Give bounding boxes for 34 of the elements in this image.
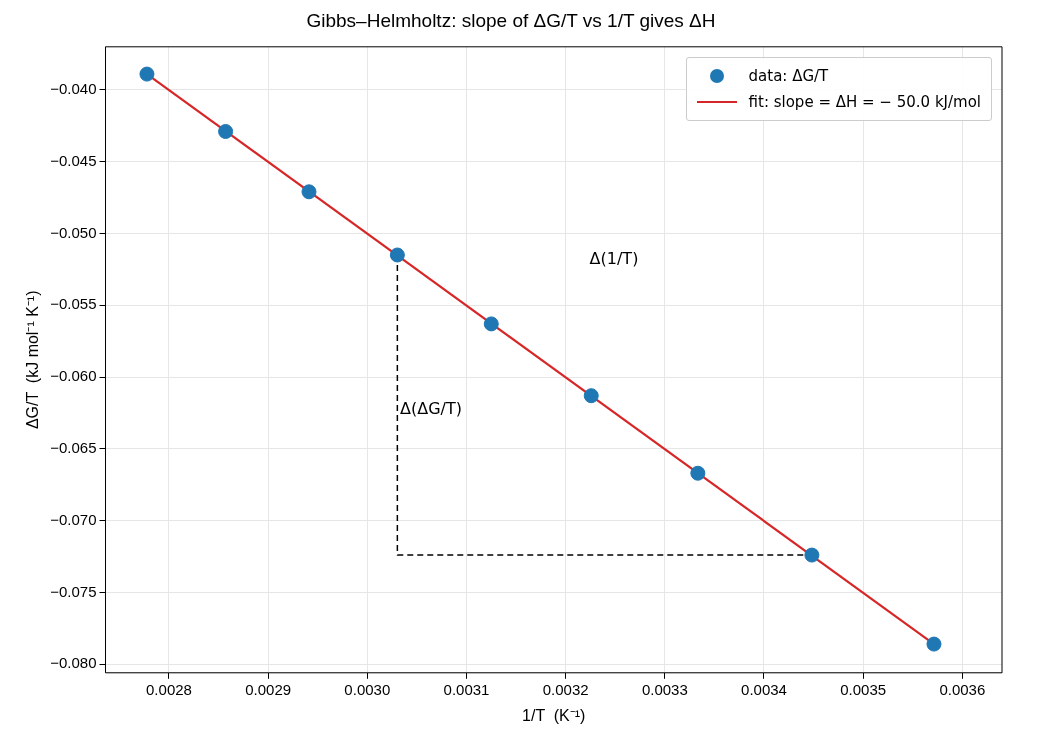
legend-label: fit: slope = ΔH = − 50.0 kJ/mol — [748, 92, 981, 111]
y-axis-title: ΔG/T (kJ mol⁻¹ K⁻¹) — [24, 290, 42, 430]
annotation: Δ(1/T) — [589, 248, 639, 268]
y-tick-label: −0.070 — [50, 510, 97, 528]
point — [301, 184, 317, 200]
point — [583, 388, 599, 404]
x-axis-title: 1/T (K⁻¹) — [522, 706, 586, 724]
x-tick-label: 0.0031 — [443, 680, 490, 698]
x-tick-label: 0.0036 — [939, 680, 986, 698]
point — [139, 66, 155, 82]
y-tick-label: −0.065 — [50, 438, 97, 456]
point — [690, 465, 706, 481]
y-tick-label: −0.050 — [50, 223, 97, 241]
x-tick-label: 0.0032 — [542, 680, 589, 698]
chart-title: Gibbs–Helmholtz: slope of ΔG/T vs 1/T gives ΔH — [306, 9, 716, 31]
x-tick-label: 0.0028 — [146, 680, 192, 698]
point — [218, 124, 234, 140]
y-tick-label: −0.075 — [50, 582, 97, 600]
x-tick-label: 0.0034 — [741, 680, 787, 698]
x-tick-label: 0.0029 — [245, 680, 292, 698]
point — [926, 636, 942, 652]
x-tick-label: 0.0033 — [641, 680, 688, 698]
y-tick-label: −0.045 — [50, 151, 97, 169]
point — [483, 316, 499, 332]
y-tick-label: −0.055 — [50, 295, 97, 313]
y-tick-label: −0.060 — [50, 367, 97, 385]
x-tick-label: 0.0035 — [840, 680, 887, 698]
y-tick-label: −0.040 — [50, 80, 97, 98]
point — [804, 547, 820, 563]
point — [389, 247, 405, 263]
legend-label: data: ΔG/T — [748, 66, 829, 85]
y-tick-label: −0.080 — [50, 654, 97, 672]
annotation: Δ(ΔG/T) — [400, 399, 462, 419]
x-tick-label: 0.0030 — [344, 680, 391, 698]
